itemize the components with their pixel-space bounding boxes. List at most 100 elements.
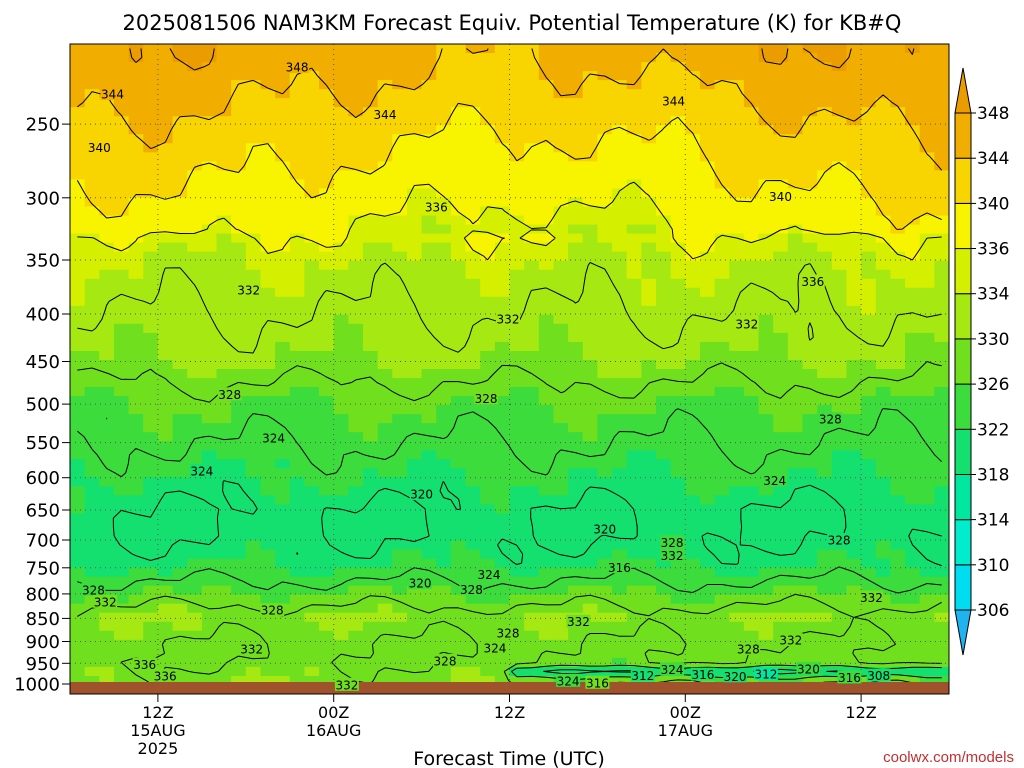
field-cell [260, 134, 276, 144]
field-cell [538, 459, 555, 469]
field-cell [157, 269, 174, 280]
field-cell [802, 341, 818, 352]
field-cell [934, 359, 949, 370]
y-tick-label: 750 [26, 558, 60, 579]
field-cell [363, 549, 379, 560]
field-cell [905, 341, 921, 352]
field-cell [831, 197, 848, 208]
colorbar-swatch [954, 338, 972, 385]
field-cell [656, 125, 672, 135]
field-cell [861, 197, 877, 208]
field-cell [729, 513, 745, 524]
field-cell [802, 441, 818, 451]
field-cell [289, 468, 305, 478]
field-cell [597, 107, 613, 117]
field-cell [919, 116, 935, 126]
field-cell [465, 648, 481, 659]
field-cell [304, 396, 320, 406]
field-cell [304, 612, 320, 623]
field-cell [641, 441, 657, 451]
field-cell [656, 62, 672, 72]
field-cell [289, 179, 305, 190]
field-cell [568, 314, 584, 325]
field-cell [597, 477, 613, 487]
field-cell [802, 405, 818, 415]
field-cell [84, 161, 100, 171]
field-cell [289, 341, 305, 352]
field-cell [861, 531, 877, 542]
field-cell [773, 323, 789, 334]
field-cell [524, 405, 540, 415]
x-axis-label: Forecast Time (UTC) [413, 748, 604, 768]
field-cell [245, 594, 262, 605]
field-cell [289, 98, 305, 108]
contour-label: 320 [796, 661, 821, 676]
colorbar-label: 326 [977, 375, 1009, 395]
field-cell [597, 341, 613, 352]
field-cell [201, 423, 218, 433]
field-cell [787, 675, 804, 686]
field-cell [670, 323, 686, 334]
field-cell [875, 89, 891, 99]
field-cell [831, 369, 848, 379]
field-cell [245, 432, 262, 442]
field-cell [494, 269, 511, 280]
field-cell [392, 269, 408, 280]
field-cell [846, 71, 862, 81]
field-cell [802, 305, 818, 316]
x-tick-label: 17AUG [658, 721, 713, 740]
field-cell [626, 206, 642, 217]
field-cell [348, 630, 364, 641]
field-cell [84, 62, 100, 72]
field-cell [245, 504, 262, 515]
field-cell [143, 287, 159, 298]
field-cell [905, 98, 921, 108]
field-cell [392, 504, 408, 515]
field-cell [699, 71, 716, 81]
field-cell [743, 359, 760, 370]
field-cell [319, 62, 335, 72]
field-cell [377, 558, 393, 569]
field-cell [729, 116, 745, 126]
field-cell [831, 359, 848, 370]
contour-label-text: 336 [425, 201, 448, 215]
field-cell [743, 125, 760, 135]
field-cell [597, 305, 613, 316]
field-cell [509, 405, 525, 415]
field-cell [861, 369, 877, 379]
field-cell [128, 98, 144, 108]
field-cell [304, 170, 320, 181]
field-cell [450, 188, 467, 199]
field-cell [670, 116, 686, 126]
field-cell [846, 603, 862, 614]
field-cell [99, 116, 115, 126]
field-cell [465, 152, 481, 162]
field-cell [919, 188, 935, 199]
field-cell [157, 215, 174, 226]
field-cell [70, 675, 86, 686]
field-cell [348, 116, 364, 126]
field-cell [172, 675, 188, 686]
field-cell [568, 215, 584, 226]
field-cell [494, 161, 511, 171]
field-cell [172, 423, 188, 433]
field-cell [172, 630, 188, 641]
field-cell [890, 242, 906, 253]
field-cell [480, 314, 496, 325]
field-cell [113, 350, 130, 361]
y-tick-label: 950 [26, 654, 60, 675]
field-cell [113, 630, 130, 641]
field-cell [875, 143, 891, 153]
field-cell [656, 639, 672, 650]
field-cell [612, 396, 628, 406]
field-cell [524, 242, 540, 253]
field-cell [319, 468, 335, 478]
field-cell [861, 233, 877, 244]
field-cell [758, 125, 774, 135]
field-cell [802, 323, 818, 334]
field-cell [304, 215, 320, 226]
field-cell [831, 323, 848, 334]
field-cell [861, 125, 877, 135]
field-cell [113, 621, 130, 632]
contour-label: 336 [800, 274, 825, 289]
